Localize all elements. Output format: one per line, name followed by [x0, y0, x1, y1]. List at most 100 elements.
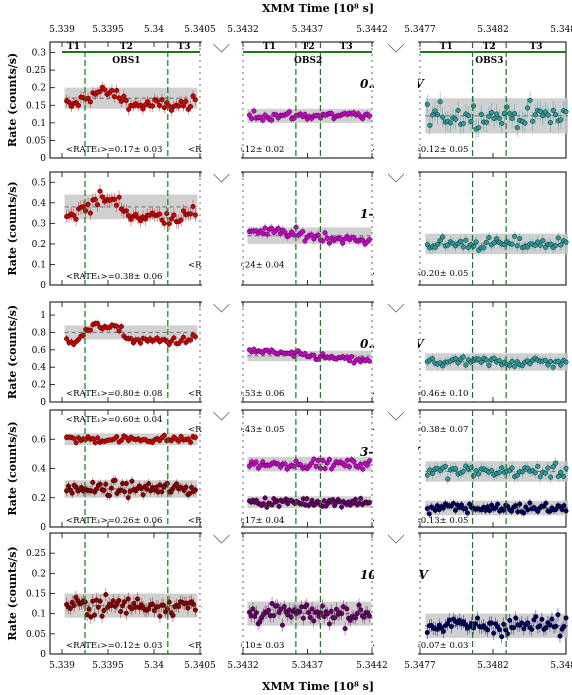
data-point — [309, 497, 315, 503]
top-x-tick-label: 5.3405 — [184, 25, 216, 35]
data-point — [342, 626, 348, 632]
y-tick-label: 0.15 — [26, 101, 46, 111]
data-point — [429, 471, 435, 477]
data-point — [453, 356, 459, 362]
data-point — [97, 88, 103, 94]
y-tick-label: 0.1 — [32, 610, 46, 620]
data-point — [126, 106, 132, 112]
data-point — [320, 238, 326, 244]
axis-gap — [374, 20, 418, 660]
data-point — [463, 362, 469, 368]
data-point — [471, 243, 477, 249]
data-point — [183, 98, 189, 104]
bottom-x-tick-label: 5.3405 — [184, 661, 216, 671]
data-point — [517, 501, 523, 507]
data-point — [543, 500, 549, 506]
y-tick-label: 0.2 — [32, 381, 46, 391]
data-point — [114, 87, 120, 93]
data-point — [274, 603, 280, 609]
y-tick-label: 0 — [40, 650, 46, 660]
y-tick-label: 0.6 — [32, 435, 47, 445]
top-x-tick-label: 5.3432 — [227, 25, 259, 35]
data-point — [157, 211, 163, 217]
data-point — [73, 484, 79, 490]
data-point — [311, 352, 317, 358]
data-point — [285, 612, 291, 618]
data-point — [504, 104, 510, 110]
data-point — [92, 440, 98, 446]
break-mark — [213, 173, 230, 183]
mean-rate-label: <RATE₁>=0.60± 0.04 — [66, 415, 162, 425]
data-point — [71, 602, 77, 608]
data-point — [485, 627, 491, 633]
data-point — [123, 481, 129, 487]
data-point — [495, 501, 501, 507]
data-point — [349, 354, 355, 360]
bottom-x-tick-label: 5.3482 — [477, 661, 509, 671]
data-point — [447, 120, 453, 126]
data-point — [506, 363, 512, 369]
data-point — [460, 468, 466, 474]
data-point — [109, 88, 115, 94]
mean-rate-label: <RATE₁>=0.26± 0.06 — [66, 516, 162, 526]
bottom-x-tick-label: 5.3395 — [92, 661, 124, 671]
data-point — [353, 615, 359, 621]
data-point — [491, 115, 497, 121]
data-point — [550, 107, 556, 113]
data-point — [366, 613, 372, 619]
data-point — [548, 358, 554, 364]
y-tick-label: 0 — [40, 281, 46, 291]
data-point — [465, 113, 471, 119]
data-point — [340, 240, 346, 246]
data-point — [253, 610, 259, 616]
data-point — [563, 239, 569, 245]
data-point — [282, 229, 288, 235]
mean-rate-label: <RATE₁>=0.38± 0.06 — [66, 272, 162, 282]
data-point — [140, 492, 146, 498]
data-point — [440, 114, 446, 120]
data-point — [288, 614, 294, 620]
data-point — [161, 602, 167, 608]
data-point — [521, 626, 527, 632]
y-tick-label: 0.15 — [26, 590, 46, 600]
data-point — [118, 609, 124, 615]
data-point — [260, 117, 266, 123]
y-tick-label: 0.4 — [32, 363, 47, 373]
data-point — [118, 437, 124, 443]
y-tick-label: 0.1 — [32, 260, 46, 270]
data-point — [553, 243, 559, 249]
data-point — [496, 357, 502, 363]
data-point — [332, 615, 338, 621]
data-point — [138, 485, 144, 491]
data-point — [87, 327, 93, 333]
data-point — [185, 605, 191, 611]
data-point — [279, 622, 285, 628]
data-point — [338, 236, 344, 242]
data-point — [159, 97, 165, 103]
data-point — [178, 98, 184, 104]
top-x-tick-label: 5.3437 — [292, 25, 324, 35]
data-point — [366, 237, 372, 243]
bottom-x-tick-label: 5.34 — [144, 661, 164, 671]
data-point — [525, 620, 531, 626]
data-point — [313, 463, 319, 469]
y-tick-label: 0.5 — [32, 178, 47, 188]
data-point — [322, 230, 328, 236]
interval-label: T3 — [530, 42, 543, 52]
data-point — [509, 465, 515, 471]
data-point — [86, 606, 92, 612]
data-point — [145, 99, 151, 105]
data-point — [140, 106, 146, 112]
data-point — [509, 115, 515, 121]
data-point — [542, 470, 548, 476]
data-point — [497, 627, 503, 633]
data-point — [95, 435, 101, 441]
data-point — [250, 606, 256, 612]
y-tick-label: 0 — [40, 523, 46, 533]
data-point — [486, 235, 492, 241]
data-point — [92, 612, 98, 618]
data-point — [99, 194, 105, 200]
mean-rate-label: <RATE₃>=0.13± 0.05 — [372, 516, 468, 526]
data-point — [88, 614, 94, 620]
